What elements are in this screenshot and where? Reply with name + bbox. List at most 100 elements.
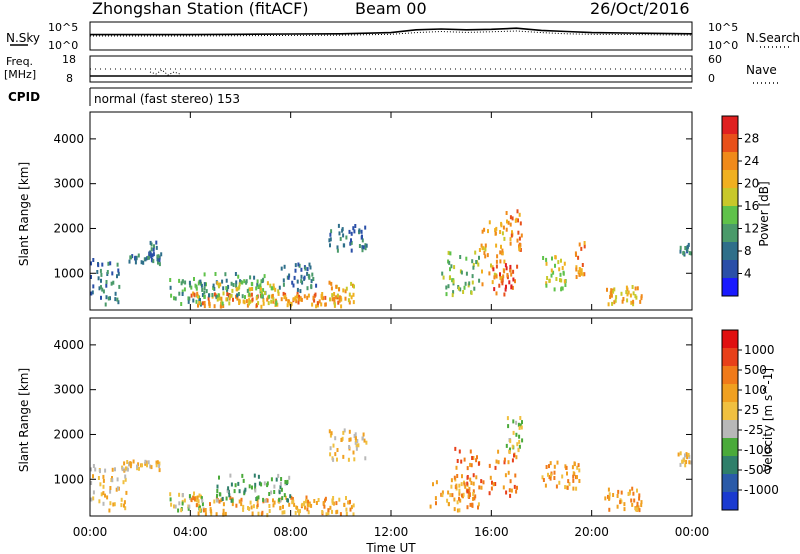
- range-cell: [158, 468, 161, 473]
- range-cell: [215, 512, 218, 517]
- range-cell: [294, 510, 297, 515]
- range-cell: [297, 262, 300, 267]
- range-cell: [328, 429, 331, 434]
- range-cell: [213, 286, 216, 291]
- range-cell: [471, 503, 474, 508]
- range-cell: [576, 465, 579, 470]
- range-cell: [363, 438, 366, 443]
- range-cell: [456, 500, 459, 505]
- range-cell: [472, 473, 475, 478]
- range-cell: [260, 304, 263, 309]
- range-cell: [116, 262, 119, 267]
- range-cell: [504, 287, 507, 292]
- range-cell: [463, 457, 466, 462]
- range-cell: [208, 301, 211, 306]
- range-cell: [226, 488, 229, 493]
- range-cell: [261, 293, 264, 298]
- range-cell: [242, 299, 245, 304]
- range-cell: [452, 279, 455, 284]
- range-cell: [106, 495, 109, 500]
- range-cell: [169, 285, 172, 290]
- range-cell: [142, 260, 145, 265]
- range-cell: [102, 501, 105, 506]
- range-cell: [286, 303, 289, 308]
- ytick-label: 2000: [53, 221, 84, 235]
- range-cell: [123, 500, 126, 505]
- range-cell: [579, 271, 582, 276]
- range-cell: [114, 297, 117, 302]
- range-cell: [329, 237, 332, 242]
- range-cell: [518, 444, 521, 449]
- range-cell: [324, 302, 327, 307]
- range-cell: [350, 231, 353, 236]
- range-cell: [449, 251, 452, 256]
- range-cell: [578, 479, 581, 483]
- range-cell: [623, 507, 626, 512]
- range-cell: [240, 497, 243, 502]
- range-cell: [636, 488, 638, 493]
- range-cell: [459, 255, 462, 259]
- range-cell: [90, 261, 92, 266]
- range-cell: [350, 505, 353, 510]
- range-cell: [192, 298, 195, 303]
- range-cell: [242, 507, 245, 512]
- range-cell: [293, 275, 296, 280]
- range-cell: [631, 502, 634, 507]
- range-cell: [146, 463, 148, 468]
- range-cell: [117, 271, 120, 276]
- range-cell: [472, 496, 474, 501]
- range-cell: [483, 251, 486, 255]
- colorbar-segment: [722, 384, 738, 403]
- range-cell: [193, 491, 195, 496]
- range-cell: [493, 287, 496, 292]
- range-cell: [137, 253, 140, 258]
- range-cell: [564, 283, 567, 287]
- colorbar-segment: [722, 402, 738, 421]
- range-cell: [241, 473, 244, 478]
- range-cell: [183, 498, 186, 503]
- range-cell: [573, 472, 576, 477]
- range-cell: [278, 497, 281, 502]
- range-cell: [249, 275, 252, 280]
- range-cell: [249, 287, 251, 292]
- range-cell: [559, 272, 562, 277]
- range-cell: [297, 300, 300, 305]
- range-cell: [551, 256, 553, 261]
- range-cell: [249, 500, 252, 505]
- range-cell: [107, 261, 110, 266]
- range-cell: [306, 507, 309, 512]
- range-cell: [146, 256, 149, 261]
- range-cell: [222, 502, 225, 507]
- range-cell: [282, 278, 285, 283]
- range-cell: [494, 482, 497, 486]
- range-cell: [100, 285, 102, 290]
- range-cell: [208, 293, 210, 298]
- range-cell: [451, 293, 454, 298]
- range-cell: [304, 266, 307, 271]
- range-cell: [466, 475, 469, 479]
- range-cell: [635, 295, 638, 300]
- range-cell: [626, 298, 629, 303]
- range-cell: [216, 297, 219, 302]
- range-cell: [102, 478, 105, 483]
- range-cell: [615, 295, 618, 300]
- range-cell: [489, 475, 492, 480]
- range-cell: [272, 498, 274, 503]
- range-cell: [520, 233, 523, 238]
- range-cell: [512, 419, 515, 424]
- range-cell: [108, 508, 111, 513]
- range-cell: [92, 464, 95, 468]
- nave-label: Nave: [746, 63, 777, 77]
- range-cell: [250, 505, 253, 510]
- range-cell: [518, 439, 521, 444]
- range-cell: [287, 498, 289, 503]
- range-cell: [212, 283, 215, 288]
- range-cell: [180, 508, 183, 513]
- range-cell: [465, 256, 468, 261]
- range-cell: [460, 270, 463, 275]
- range-cell: [349, 499, 351, 504]
- range-cell: [228, 296, 231, 301]
- range-cell: [256, 279, 259, 284]
- range-cell: [467, 494, 470, 499]
- range-cell: [335, 284, 338, 289]
